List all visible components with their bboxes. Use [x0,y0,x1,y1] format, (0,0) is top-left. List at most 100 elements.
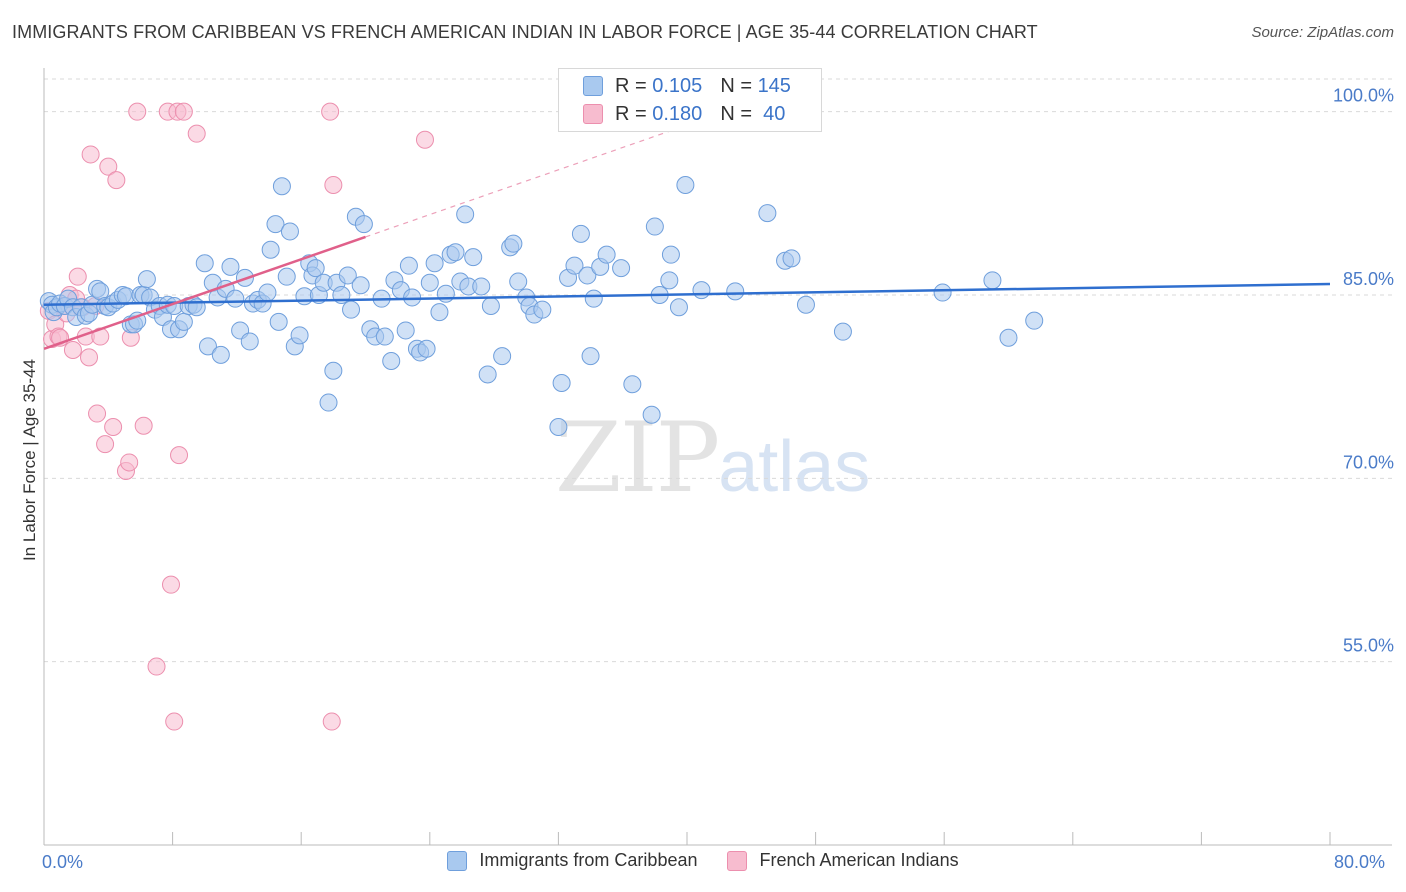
data-point [134,416,153,435]
chart-title: IMMIGRANTS FROM CARIBBEAN VS FRENCH AMER… [12,22,1038,42]
legend-item-caribbean: Immigrants from Caribbean [447,850,697,871]
y-tick-label: 85.0% [1343,269,1394,289]
data-point [269,312,288,331]
data-point [578,266,597,285]
data-point [549,418,568,436]
data-point [796,295,815,314]
y-tick-labels: 55.0% 70.0% 85.0% 100.0% [1333,86,1394,656]
trend-lines [43,124,1331,350]
data-point [322,712,341,731]
data-point [211,345,230,364]
data-point [493,347,512,366]
watermark: ZIPatlas [555,402,870,514]
y-tick-label: 55.0% [1343,636,1394,656]
x-tick-label-min: 0.0% [42,852,84,872]
data-point [446,243,465,262]
legend-n-value: 145 [757,74,791,97]
legend-swatch-blue [447,850,468,871]
data-point [509,272,528,291]
data-point [417,339,436,358]
data-point [81,145,100,164]
data-point [88,404,107,423]
data-point [240,332,259,351]
data-point [571,224,590,243]
data-point [833,322,852,341]
data-point [170,446,189,465]
data-point [533,300,552,319]
data-point [661,245,680,264]
data-point [581,347,600,366]
trend-line-french-american-indians [43,235,366,350]
data-point [107,171,126,190]
data-point [504,234,523,253]
data-point [324,361,343,380]
watermark-zip: ZIP [555,402,720,514]
data-point [319,393,338,412]
data-point [552,374,571,392]
grid-lines [44,78,1392,663]
data-point [198,337,217,356]
data-point [726,282,745,301]
data-point [226,289,245,308]
data-point [597,245,616,264]
data-point [464,248,483,267]
data-point [399,256,418,275]
data-point [420,273,439,292]
data-point [128,311,147,330]
data-point [280,222,299,241]
data-point [1025,311,1044,330]
data-point [68,267,87,286]
legend-swatch-pink [727,850,748,871]
data-point [382,352,401,370]
data-point [645,217,664,236]
data-point [187,124,206,143]
series-legend: Immigrants from Caribbean French America… [0,850,1406,871]
data-point [272,177,291,196]
legend-r-value: 0.105 [652,74,703,97]
data-point [676,176,695,194]
data-point [623,375,642,394]
data-point [456,205,475,224]
data-point [161,575,180,594]
data-point [692,281,711,300]
data-point [80,348,99,367]
data-point [565,256,584,275]
data-point [481,297,500,315]
data-point [354,215,373,234]
legend-label: French American Indians [759,850,959,870]
y-tick-label: 70.0% [1343,452,1394,472]
data-point [174,102,193,121]
data-point [584,289,603,308]
legend-row-french-american-indian: R = 0.180 N = 40 [583,101,785,127]
legend-r-value: 0.180 [652,102,703,125]
data-point [396,321,415,340]
trend-line-extension [365,124,688,238]
data-point [290,326,309,345]
data-point [430,303,449,322]
legend-label: Immigrants from Caribbean [479,850,698,870]
data-point [277,267,296,286]
legend-row-caribbean: R = 0.105 N = 145 [583,73,791,99]
data-point [425,254,444,273]
x-tick-label-max: 80.0% [1334,852,1386,872]
data-point [351,276,370,295]
data-point [174,312,193,331]
data-point [660,271,679,290]
data-point [338,266,357,285]
y-tick-label: 100.0% [1333,86,1394,106]
source-credit: Source: ZipAtlas.com [1251,24,1394,41]
data-point [415,130,434,149]
legend-n-value: 40 [757,102,786,125]
y-axis-label: In Labor Force | Age 35-44 [20,359,39,561]
data-point [221,257,240,276]
data-point [999,328,1018,347]
axes [43,68,1392,846]
data-point [266,215,285,234]
legend-n-label: N = [720,74,752,97]
data-point [375,327,394,346]
data-point [128,102,147,121]
data-point [782,249,801,268]
correlation-legend: R = 0.105 N = 145 R = 0.180 N = 40 [558,68,822,132]
watermark-atlas: atlas [718,427,871,507]
